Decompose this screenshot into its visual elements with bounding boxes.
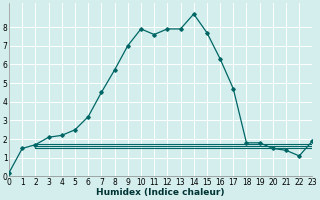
X-axis label: Humidex (Indice chaleur): Humidex (Indice chaleur) — [96, 188, 225, 197]
